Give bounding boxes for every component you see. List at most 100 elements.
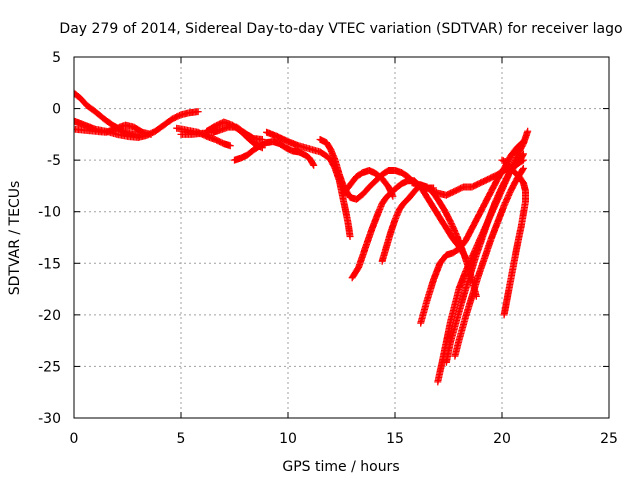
marker-run	[74, 89, 83, 101]
marker-run	[487, 176, 501, 195]
marker-run	[481, 236, 495, 261]
marker-run	[513, 224, 525, 251]
marker-run	[250, 143, 263, 154]
marker-run	[462, 226, 475, 245]
marker-run	[447, 317, 461, 346]
marker-run	[507, 145, 520, 160]
marker-run	[340, 197, 352, 225]
marker-run	[438, 339, 450, 366]
marker-run	[340, 182, 353, 197]
marker-run	[466, 253, 480, 280]
marker-run	[417, 298, 431, 327]
marker-run	[455, 314, 469, 344]
marker-run	[436, 214, 450, 231]
marker-run	[400, 196, 411, 207]
marker-run	[323, 152, 334, 163]
marker-run	[468, 213, 482, 232]
marker-run	[423, 193, 437, 210]
data-series	[74, 89, 532, 386]
marker-run	[485, 171, 500, 183]
y-tick-labels: -30 -25 -20 -15 -10 -5 0 5	[38, 50, 61, 427]
marker-run	[494, 167, 507, 179]
marker-run	[275, 140, 289, 151]
marker-point	[524, 127, 532, 135]
marker-run	[305, 154, 317, 168]
series-arc7	[231, 138, 318, 169]
marker-run	[378, 167, 391, 179]
y-tick-label: 5	[52, 50, 61, 66]
marker-run	[434, 360, 446, 386]
y-tick-label: 0	[52, 102, 61, 118]
marker-run	[499, 157, 510, 166]
marker-run	[451, 337, 463, 360]
marker-run	[500, 189, 514, 209]
marker-run	[423, 277, 437, 304]
marker-run	[361, 228, 375, 253]
x-tick-label: 10	[279, 431, 297, 447]
marker-point	[519, 164, 527, 172]
marker-point	[194, 108, 202, 116]
marker-run	[430, 204, 443, 221]
marker-run	[436, 252, 449, 267]
marker-run	[344, 218, 354, 239]
marker-run	[382, 190, 394, 201]
marker-run	[378, 195, 390, 207]
plot-frame	[73, 56, 610, 419]
marker-run	[355, 246, 368, 271]
marker-run	[460, 273, 473, 300]
marker-run	[462, 255, 475, 275]
marker-run	[468, 180, 483, 191]
marker-run	[365, 167, 378, 177]
marker-run	[331, 156, 343, 177]
marker-run	[323, 139, 334, 153]
marker-run	[508, 165, 519, 176]
marker-run	[455, 269, 469, 292]
marker-run	[353, 191, 366, 203]
marker-run	[513, 157, 526, 168]
series-arc18	[498, 156, 529, 319]
marker-run	[301, 151, 312, 161]
x-axis-title: GPS time / hours	[282, 459, 399, 475]
marker-run	[503, 159, 515, 172]
marker-run	[160, 116, 175, 129]
marker-point	[498, 156, 506, 164]
marker-run	[372, 170, 385, 182]
marker-point	[226, 142, 234, 150]
marker-run	[353, 169, 366, 181]
x-tick-labels: 0 5 10 15 20 25	[70, 431, 618, 447]
series-arc16	[451, 164, 527, 360]
marker-run	[203, 123, 218, 135]
marker-run	[453, 294, 467, 323]
series-arc3	[74, 121, 155, 138]
marker-run	[151, 122, 167, 135]
marker-run	[91, 108, 107, 122]
marker-run	[246, 136, 259, 148]
marker-run	[395, 201, 407, 214]
marker-run	[492, 184, 505, 205]
marker-run	[462, 294, 476, 321]
marker-point	[147, 130, 155, 138]
marker-run	[485, 199, 499, 222]
marker-run	[316, 148, 329, 159]
marker-run	[468, 273, 482, 300]
marker-run	[442, 188, 457, 199]
marker-run	[517, 151, 527, 162]
marker-run	[475, 255, 488, 280]
x-tick-label: 0	[70, 431, 79, 447]
marker-run	[430, 261, 443, 284]
marker-run	[447, 302, 458, 325]
y-axis-title: SDTVAR / TECUs	[7, 181, 23, 296]
marker-run	[442, 224, 456, 241]
marker-run	[519, 199, 529, 218]
x-tick-label: 5	[177, 431, 186, 447]
marker-run	[507, 176, 520, 195]
marker-run	[228, 121, 244, 134]
marker-run	[359, 184, 372, 198]
marker-run	[494, 203, 508, 226]
marker-run	[513, 141, 527, 160]
marker-run	[100, 115, 115, 128]
marker-run	[475, 201, 488, 220]
marker-run	[500, 290, 512, 319]
marker-run	[76, 94, 90, 108]
